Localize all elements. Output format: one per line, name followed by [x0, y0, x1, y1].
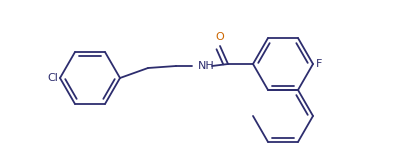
- Text: Cl: Cl: [47, 73, 58, 83]
- Text: F: F: [316, 59, 323, 69]
- Text: NH: NH: [198, 61, 215, 71]
- Text: O: O: [215, 32, 224, 42]
